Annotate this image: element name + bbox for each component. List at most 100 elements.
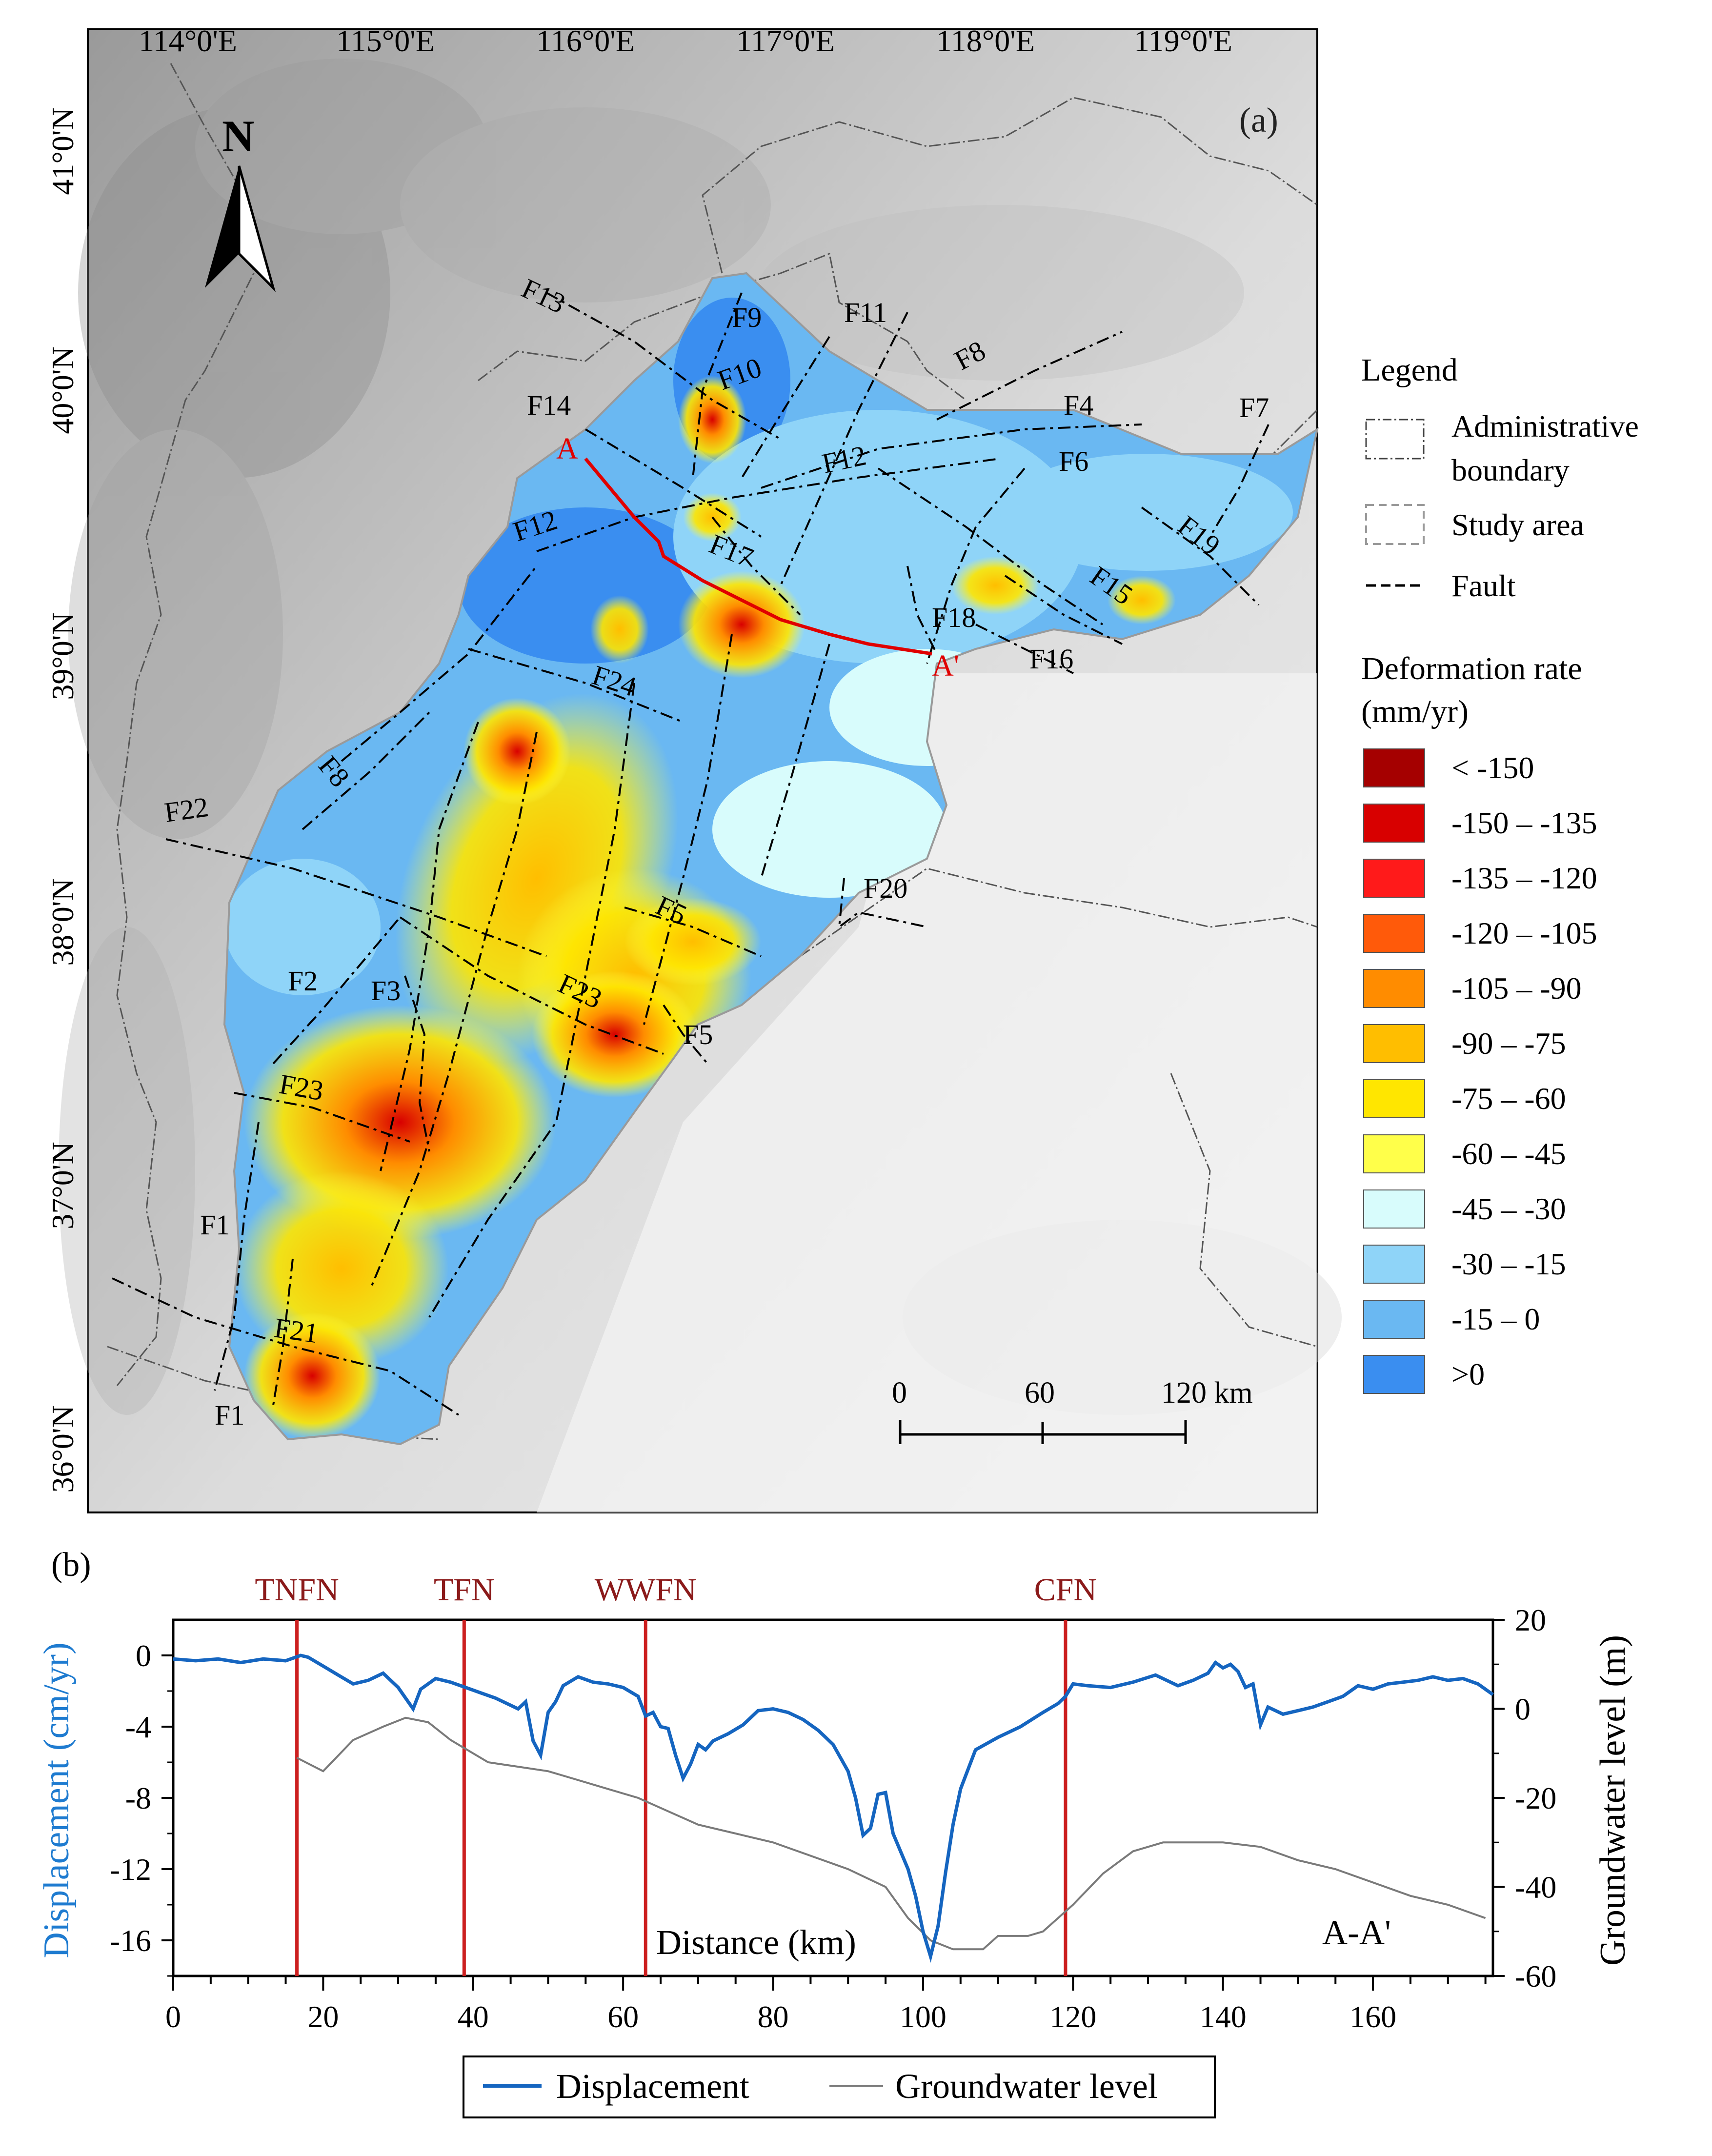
fault-label: F1 bbox=[215, 1399, 244, 1431]
lat-tick: 40°0'N bbox=[45, 346, 80, 434]
legend-class-label: -150 – -135 bbox=[1451, 806, 1597, 840]
x-axis: 0 20 40 60 80 100 120 140 160 bbox=[165, 1976, 1487, 2034]
y-right-tick-label: -40 bbox=[1515, 1870, 1556, 1905]
fault-label: F1 bbox=[200, 1209, 230, 1241]
legend-class-label: -60 – -45 bbox=[1451, 1136, 1566, 1171]
legend-class-swatch bbox=[1363, 1134, 1425, 1173]
legend-item-displacement: Displacement bbox=[556, 2067, 749, 2106]
fault-label: F9 bbox=[732, 302, 762, 333]
fault-label: F6 bbox=[1059, 445, 1088, 477]
y-left-tick-label: -12 bbox=[110, 1852, 151, 1887]
y-right-tick-label: 0 bbox=[1515, 1692, 1531, 1727]
legend-class-label: -30 – -15 bbox=[1451, 1247, 1566, 1281]
lat-tick: 41°0'N bbox=[45, 107, 80, 195]
x-tick-label: 80 bbox=[758, 1999, 789, 2034]
map-legend: Legend Administrative boundary Study are… bbox=[1361, 352, 1639, 1394]
legend-class-label: -90 – -75 bbox=[1451, 1026, 1566, 1061]
y-axis-left: 0 -4 -8 -12 -16 bbox=[110, 1638, 173, 1977]
legend-class-label: < -150 bbox=[1451, 750, 1534, 785]
x-tick-label: 100 bbox=[900, 1999, 947, 2034]
lat-tick: 39°0'N bbox=[45, 612, 80, 700]
x-tick-label: 140 bbox=[1200, 1999, 1247, 2034]
lon-tick: 116°0'E bbox=[536, 23, 635, 58]
legend-title: Legend bbox=[1361, 352, 1458, 388]
fault-lines bbox=[112, 292, 1269, 1416]
y-left-tick-label: -4 bbox=[125, 1710, 151, 1744]
admin-boundaries bbox=[107, 63, 1318, 1440]
study-area-swatch bbox=[1365, 504, 1425, 545]
legend-study: Study area bbox=[1451, 507, 1584, 542]
legend-class-swatch bbox=[1363, 859, 1425, 898]
legend-rate-unit: (mm/yr) bbox=[1361, 694, 1469, 729]
lon-tick: 117°0'E bbox=[736, 23, 835, 58]
legend-class-swatch bbox=[1363, 1189, 1425, 1229]
legend-admin-line2: boundary bbox=[1451, 453, 1570, 487]
lat-tick: 36°0'N bbox=[45, 1405, 80, 1492]
x-tick-label: 60 bbox=[607, 1999, 639, 2034]
y-right-tick-label: 20 bbox=[1515, 1603, 1546, 1637]
x-tick-label: 0 bbox=[165, 1999, 181, 2034]
lat-tick: 38°0'N bbox=[45, 878, 80, 966]
panel-b-label: (b) bbox=[51, 1546, 91, 1584]
fault-label: F18 bbox=[932, 602, 976, 633]
profile-end-label: A' bbox=[932, 649, 959, 683]
fault-label: F2 bbox=[288, 965, 318, 997]
legend-class-swatch bbox=[1363, 748, 1425, 787]
study-area-outline bbox=[223, 272, 1319, 1446]
fault-marker-label: WWFN bbox=[595, 1572, 697, 1608]
fault-label: F16 bbox=[1029, 643, 1073, 675]
profile-line bbox=[584, 457, 932, 656]
map-panel: A A' F13 F9 F11 F10 F8 F4 F7 F14 F12 F6 … bbox=[45, 23, 1342, 1513]
panel-a-label: (a) bbox=[1239, 101, 1278, 140]
lon-tick: 114°0'E bbox=[139, 23, 237, 58]
y-axis-right-label: Groundwater level (m) bbox=[1593, 1635, 1633, 1966]
scale-tick-label: 60 bbox=[1025, 1376, 1055, 1410]
displacement-line bbox=[173, 1653, 1494, 1963]
fault-label: F5 bbox=[683, 1019, 713, 1050]
legend-classes: < -150 -150 – -135 -135 – -120 -120 – -105 -… bbox=[1363, 748, 1597, 1394]
x-axis-label: Distance (km) bbox=[656, 1923, 856, 1962]
legend-rate-title: Deformation rate bbox=[1361, 651, 1582, 686]
annotation-label: A-A' bbox=[1322, 1913, 1391, 1952]
scale-tick-label: 120 km bbox=[1161, 1376, 1253, 1410]
legend-class-label: -135 – -120 bbox=[1451, 861, 1597, 895]
fault-label: F20 bbox=[864, 872, 907, 904]
legend-class-swatch bbox=[1363, 914, 1425, 953]
plain-area bbox=[537, 673, 1317, 1512]
legend-class-label: -120 – -105 bbox=[1451, 916, 1597, 950]
legend-class-swatch bbox=[1363, 969, 1425, 1008]
legend-class-label: -15 – 0 bbox=[1451, 1302, 1540, 1336]
y-left-tick-label: 0 bbox=[136, 1638, 151, 1673]
scale-tick-label: 0 bbox=[892, 1376, 907, 1410]
chart-legend: Displacement Groundwater level bbox=[463, 2055, 1216, 2118]
legend-class-swatch bbox=[1363, 804, 1425, 843]
admin-boundary-swatch bbox=[1365, 419, 1425, 460]
y-right-tick-label: -20 bbox=[1515, 1781, 1556, 1815]
legend-admin-line1: Administrative bbox=[1451, 409, 1639, 443]
y-axis-right: 20 0 -20 -40 -60 bbox=[1493, 1603, 1556, 1994]
x-tick-label: 40 bbox=[458, 1999, 489, 2034]
legend-class-swatch bbox=[1363, 1024, 1425, 1063]
groundwater-level-line bbox=[296, 1716, 1486, 1951]
fault-marker-label: TFN bbox=[434, 1572, 495, 1608]
chart-panel: (b) 0 20 40 60 80 100 120 140 160 0 -4 -8 -12 -16 20… bbox=[37, 1546, 1633, 2118]
lon-tick: 118°0'E bbox=[936, 23, 1035, 58]
profile-start-label: A bbox=[556, 432, 578, 465]
fault-markers: TNFN TFN WWFN CFN bbox=[255, 1572, 1097, 1976]
lon-tick: 115°0'E bbox=[336, 23, 435, 58]
legend-class-swatch bbox=[1363, 1245, 1425, 1284]
fault-label: F14 bbox=[527, 389, 571, 421]
north-arrow-icon: N bbox=[205, 111, 276, 292]
legend-class-swatch bbox=[1363, 1300, 1425, 1339]
plot-area bbox=[172, 1618, 1494, 1977]
y-left-tick-label: -16 bbox=[110, 1923, 151, 1958]
legend-class-swatch bbox=[1363, 1079, 1425, 1118]
fault-label: F22 bbox=[162, 791, 210, 828]
latitude-ticks: 41°0'N 40°0'N 39°0'N 38°0'N 37°0'N 36°0'… bbox=[45, 107, 80, 1492]
legend-class-label: -45 – -30 bbox=[1451, 1191, 1566, 1226]
fault-label: F7 bbox=[1239, 392, 1269, 423]
x-tick-label: 20 bbox=[307, 1999, 339, 2034]
legend-item-groundwater: Groundwater level bbox=[895, 2067, 1158, 2106]
legend-class-swatch bbox=[1363, 1355, 1425, 1394]
